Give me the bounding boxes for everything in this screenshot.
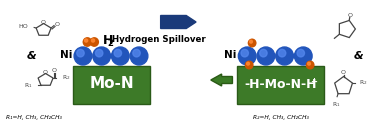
Text: -H-Mo-N-H: -H-Mo-N-H <box>245 77 317 91</box>
FancyArrow shape <box>211 74 232 86</box>
Text: HO: HO <box>19 25 28 29</box>
Text: Ni: Ni <box>224 50 236 60</box>
Circle shape <box>95 49 103 57</box>
Circle shape <box>307 61 314 69</box>
Circle shape <box>278 49 286 57</box>
FancyArrow shape <box>161 15 196 29</box>
Circle shape <box>308 62 310 65</box>
Text: 2: 2 <box>107 39 113 48</box>
Circle shape <box>74 47 92 65</box>
Circle shape <box>294 47 312 65</box>
Text: +: + <box>311 77 318 86</box>
Circle shape <box>276 47 293 65</box>
Circle shape <box>130 47 148 65</box>
Circle shape <box>77 49 84 57</box>
Text: O: O <box>54 22 59 27</box>
Text: O: O <box>341 70 346 76</box>
Circle shape <box>114 49 122 57</box>
Text: &: & <box>353 51 363 61</box>
Circle shape <box>93 47 110 65</box>
Text: R$_2$: R$_2$ <box>62 74 70 82</box>
Text: R$_1$: R$_1$ <box>332 100 340 109</box>
Text: O: O <box>51 69 57 74</box>
Text: Mo-N: Mo-N <box>89 77 134 91</box>
Circle shape <box>248 39 256 47</box>
Circle shape <box>246 62 249 65</box>
Circle shape <box>133 49 140 57</box>
FancyBboxPatch shape <box>73 66 150 104</box>
Text: R$_2$: R$_2$ <box>359 78 368 86</box>
Circle shape <box>85 39 88 42</box>
Circle shape <box>241 49 248 57</box>
Circle shape <box>239 47 256 65</box>
Text: &: & <box>27 51 37 61</box>
Circle shape <box>83 38 91 46</box>
Text: Ni: Ni <box>60 50 72 60</box>
Text: R₂=H, CH₃, CH₂CH₃: R₂=H, CH₃, CH₂CH₃ <box>253 114 308 119</box>
Circle shape <box>91 39 94 42</box>
Text: O: O <box>41 20 46 25</box>
Text: O: O <box>43 70 48 75</box>
Circle shape <box>90 38 98 46</box>
Text: Hydrogen Spillover: Hydrogen Spillover <box>113 36 206 44</box>
Text: H: H <box>102 34 113 46</box>
Circle shape <box>260 49 267 57</box>
Circle shape <box>245 61 253 69</box>
Circle shape <box>297 49 305 57</box>
Circle shape <box>112 47 129 65</box>
Text: O: O <box>348 13 353 18</box>
Circle shape <box>257 47 275 65</box>
Text: R₁=H, CH₃, CH₂CH₃: R₁=H, CH₃, CH₂CH₃ <box>6 114 62 119</box>
Text: R$_1$: R$_1$ <box>24 81 32 90</box>
Circle shape <box>249 40 253 43</box>
FancyBboxPatch shape <box>237 66 324 104</box>
